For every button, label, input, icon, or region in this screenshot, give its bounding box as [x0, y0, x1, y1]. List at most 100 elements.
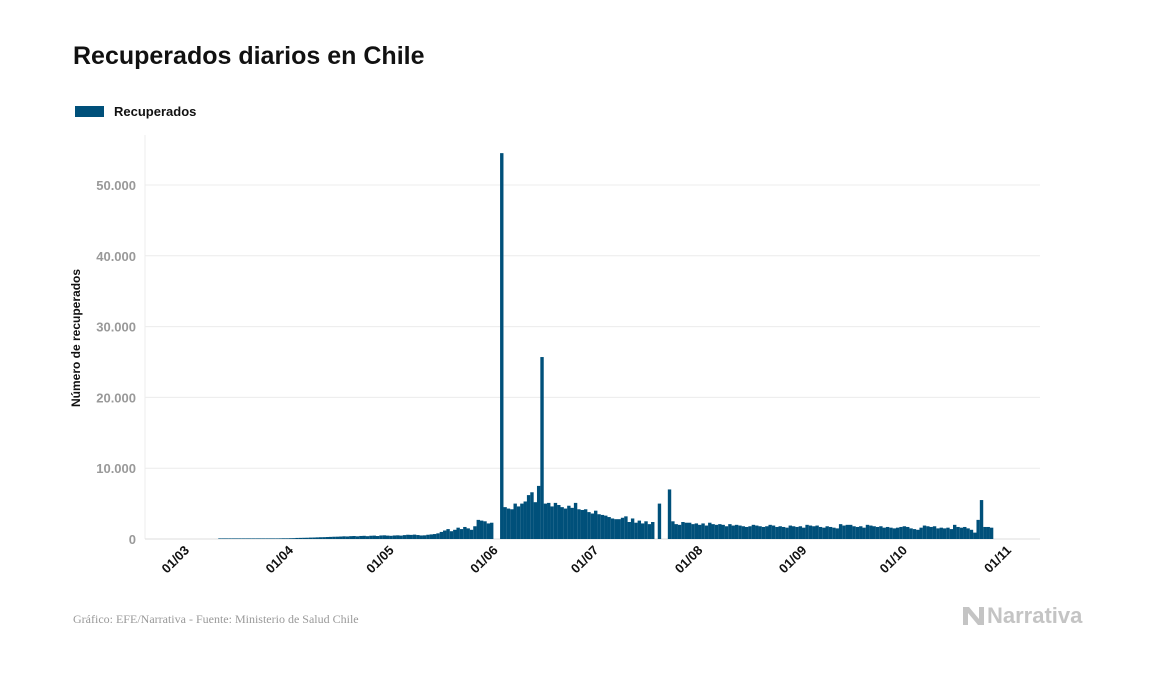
- bar: [392, 535, 397, 539]
- bar: [738, 525, 742, 539]
- bar: [684, 522, 688, 539]
- bar: [416, 535, 420, 539]
- bar: [617, 519, 621, 539]
- bar: [281, 538, 286, 539]
- narrativa-logo-icon: [963, 607, 984, 625]
- bar: [412, 534, 417, 539]
- bar: [875, 526, 880, 539]
- bar: [332, 536, 336, 539]
- bar: [966, 528, 970, 539]
- bar: [285, 538, 289, 539]
- bar: [788, 525, 792, 539]
- bar: [523, 501, 527, 539]
- bar: [479, 520, 484, 539]
- bar: [862, 527, 866, 539]
- bar: [419, 535, 423, 539]
- x-tick-label: 01/03: [159, 543, 193, 577]
- bar: [848, 524, 853, 539]
- bar: [805, 524, 809, 539]
- bar: [671, 521, 675, 539]
- bar: [704, 525, 709, 539]
- bar: [422, 535, 427, 539]
- bar: [835, 528, 839, 539]
- bar: [553, 502, 558, 539]
- bar: [986, 526, 990, 539]
- bar: [510, 509, 514, 539]
- bar: [476, 519, 480, 539]
- bar: [714, 524, 719, 539]
- bar: [436, 533, 440, 539]
- bar: [674, 524, 678, 539]
- bar: [942, 528, 947, 539]
- bar: [312, 537, 316, 539]
- bar: [644, 521, 648, 539]
- bar: [708, 522, 712, 539]
- bar: [543, 503, 548, 539]
- bar: [402, 535, 407, 539]
- bar: [815, 525, 819, 539]
- legend: Recuperados: [75, 104, 196, 119]
- bar: [345, 536, 350, 539]
- bar: [755, 525, 759, 539]
- bar: [691, 524, 695, 539]
- bar: [382, 535, 387, 539]
- logo-text: Narrativa: [987, 603, 1083, 628]
- x-tick-label: 01/08: [672, 543, 706, 577]
- bar: [607, 517, 611, 539]
- bar: [486, 523, 491, 539]
- bar: [808, 525, 813, 539]
- bar: [600, 514, 605, 539]
- bar: [406, 534, 410, 539]
- bar: [781, 526, 786, 539]
- x-tick-label: 01/11: [981, 543, 1014, 576]
- bar: [895, 527, 900, 539]
- bar: [734, 524, 739, 539]
- bar: [409, 534, 413, 539]
- bar: [791, 526, 796, 539]
- bar: [765, 526, 769, 539]
- y-axis-label: Número de recuperados: [69, 269, 83, 407]
- x-tick-label: 01/06: [467, 543, 501, 577]
- bar: [989, 527, 994, 539]
- bar: [597, 514, 601, 539]
- bar: [771, 525, 776, 539]
- bar: [731, 525, 735, 539]
- bar: [506, 508, 511, 539]
- legend-label: Recuperados: [114, 104, 197, 119]
- bar: [399, 535, 403, 539]
- bar: [469, 529, 474, 539]
- bar: [785, 527, 789, 539]
- bar: [248, 538, 252, 539]
- bar: [292, 538, 296, 539]
- bar: [802, 527, 806, 539]
- bar: [721, 524, 725, 539]
- bar: [610, 518, 615, 539]
- bar: [906, 526, 910, 539]
- bar: [614, 519, 618, 539]
- bar: [255, 538, 259, 539]
- bar: [547, 502, 551, 539]
- bar: [359, 535, 363, 539]
- bar: [798, 526, 803, 539]
- y-tick-label: 50.000: [96, 178, 136, 193]
- bar: [594, 510, 598, 539]
- bar: [667, 489, 672, 539]
- bar: [449, 531, 454, 539]
- bar: [369, 535, 373, 539]
- bar: [271, 538, 276, 539]
- bar: [516, 506, 521, 539]
- bar: [550, 506, 554, 539]
- bar: [838, 524, 843, 539]
- bar: [513, 503, 517, 539]
- bar: [503, 507, 507, 539]
- bar: [640, 523, 645, 539]
- bar: [463, 526, 467, 539]
- bar: [822, 527, 826, 539]
- bar: [741, 526, 746, 539]
- bar: [473, 526, 477, 539]
- y-tick-label: 10.000: [96, 461, 136, 476]
- bar: [261, 538, 266, 539]
- bar: [711, 524, 715, 539]
- bar: [825, 526, 829, 539]
- bar: [624, 516, 628, 539]
